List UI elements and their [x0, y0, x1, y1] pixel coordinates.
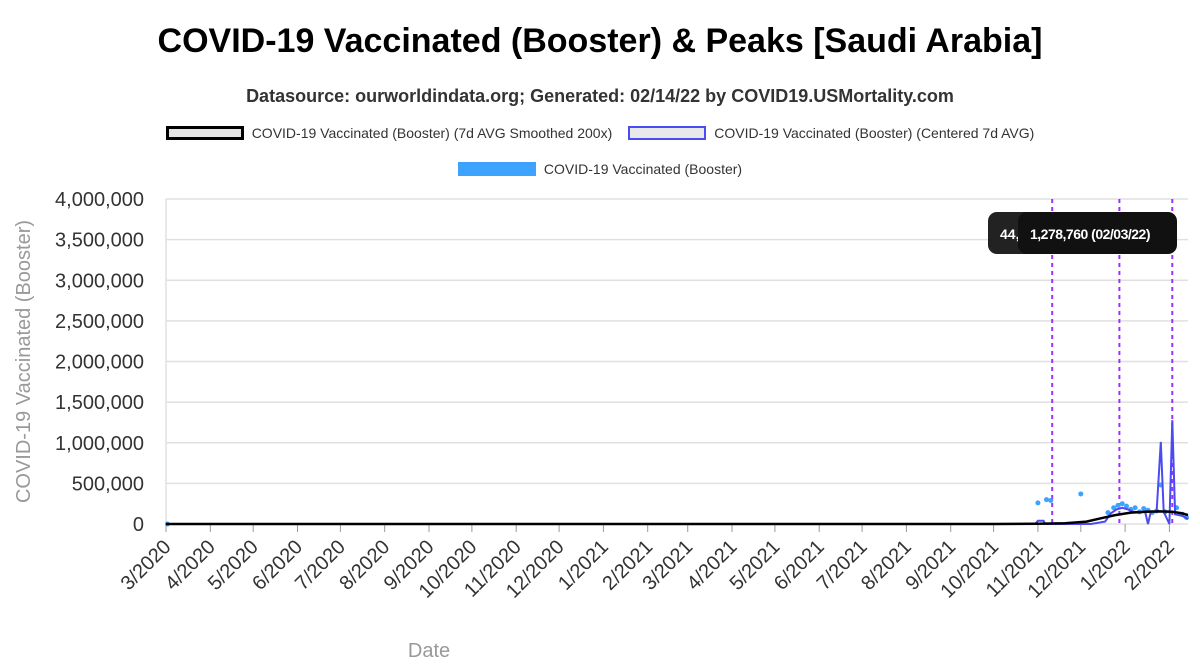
raw-data-point: [1115, 502, 1121, 508]
series-line-centered-avg: [166, 420, 1189, 525]
raw-data-point: [1141, 506, 1147, 512]
legend-label-raw: COVID-19 Vaccinated (Booster): [543, 161, 743, 177]
legend-label-smoothed: COVID-19 Vaccinated (Booster) (7d AVG Sm…: [251, 125, 613, 141]
raw-data-point: [1078, 491, 1084, 497]
y-tick-label: 4,000,000: [55, 189, 144, 211]
raw-data-point: [1119, 501, 1125, 507]
y-axis-title: COVID-19 Vaccinated (Booster): [13, 220, 35, 503]
raw-data-point: [1124, 503, 1130, 509]
peak-label-bubble: [1018, 212, 1177, 254]
legend-swatch-raw: [457, 162, 536, 176]
peak-label-text: 1,278,760 (02/03/22): [1030, 226, 1150, 242]
y-tick-label: 1,500,000: [55, 392, 144, 414]
y-tick-label: 3,500,000: [55, 230, 144, 252]
legend-row-1: COVID-19 Vaccinated (Booster) (7d AVG Sm…: [0, 125, 1200, 141]
raw-data-point: [1043, 497, 1049, 503]
series-line-smoothed: [166, 510, 1189, 526]
chart-subtitle: Datasource: ourworldindata.org; Generate…: [246, 86, 954, 106]
raw-data-point: [1035, 500, 1041, 506]
raw-data-point: [1048, 497, 1054, 503]
y-tick-label: 1,000,000: [55, 433, 144, 455]
y-tick-label: 0: [133, 514, 144, 536]
peak-label-text: 44,: [1000, 226, 1019, 242]
raw-data-point: [1105, 510, 1111, 516]
y-tick-label: 3,000,000: [55, 270, 144, 292]
legend-row-2: COVID-19 Vaccinated (Booster): [0, 161, 1200, 177]
legend-item-centered-avg[interactable]: COVID-19 Vaccinated (Booster) (Centered …: [628, 125, 1034, 141]
y-tick-label: 2,500,000: [55, 311, 144, 333]
raw-data-point: [1132, 505, 1138, 511]
legend-label-centered-avg: COVID-19 Vaccinated (Booster) (Centered …: [714, 125, 1035, 141]
legend-swatch-centered-avg: [628, 126, 707, 140]
y-tick-label: 500,000: [72, 473, 144, 495]
raw-data-point: [1111, 505, 1117, 511]
legend-item-smoothed[interactable]: COVID-19 Vaccinated (Booster) (7d AVG Sm…: [165, 125, 613, 141]
legend-item-raw[interactable]: COVID-19 Vaccinated (Booster): [457, 161, 743, 177]
chart-title: COVID-19 Vaccinated (Booster) & Peaks [S…: [157, 22, 1043, 60]
peak-label-2: 1,278,760 (02/03/22): [1018, 212, 1177, 254]
x-axis-title: Date: [408, 640, 450, 662]
x-tick-label: 2/2022: [1120, 536, 1179, 595]
y-tick-label: 2,000,000: [55, 352, 144, 374]
legend-swatch-smoothed: [165, 126, 244, 140]
